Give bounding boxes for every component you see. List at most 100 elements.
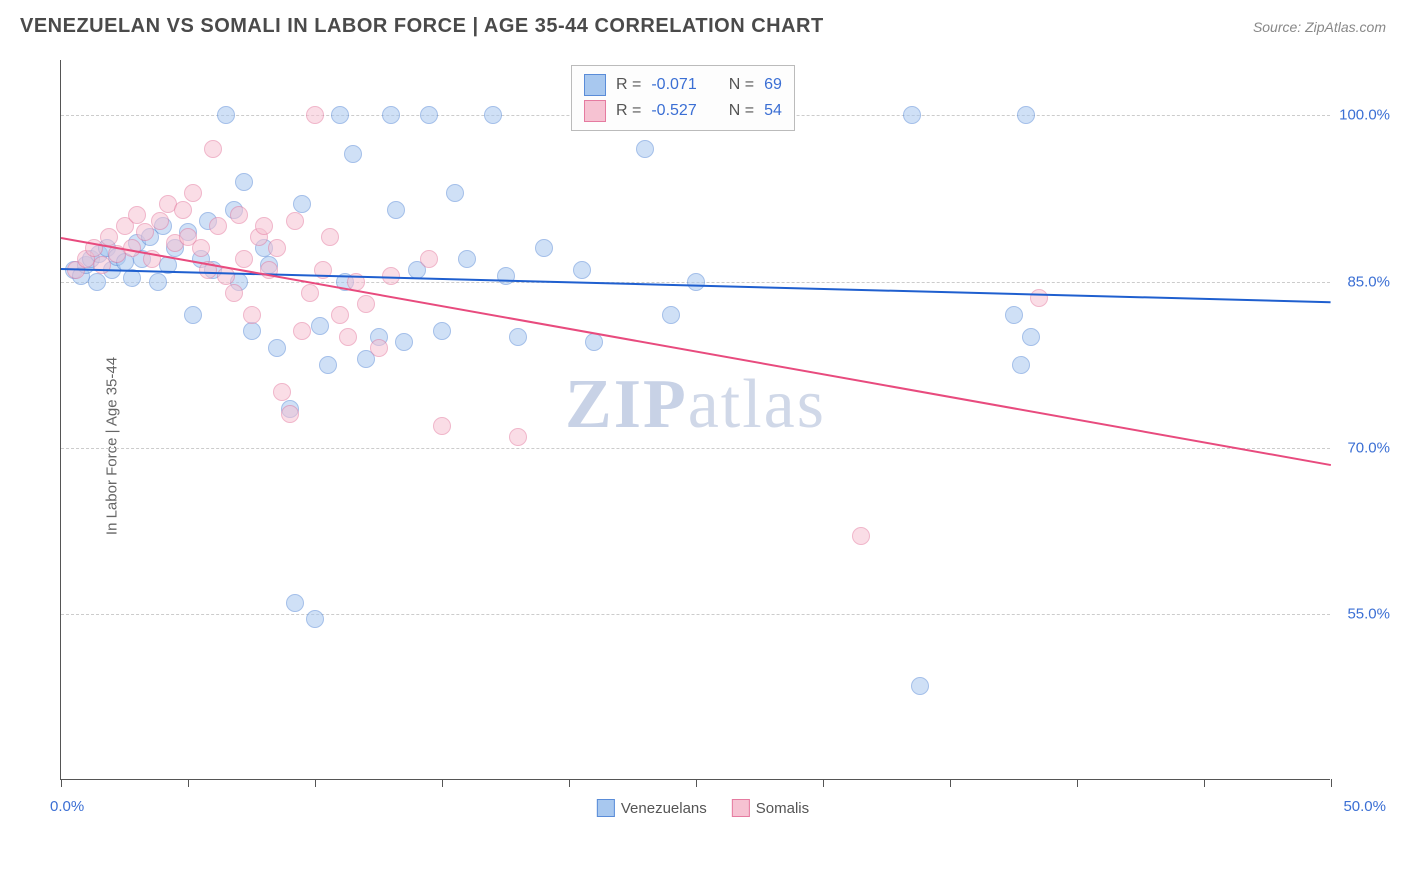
data-point [235,250,253,268]
data-point [319,356,337,374]
stats-box: R = -0.071 N = 69 R = -0.527 N = 54 [571,65,795,131]
data-point [662,306,680,324]
data-point [636,140,654,158]
data-point [174,201,192,219]
data-point [420,250,438,268]
legend-label: Venezuelans [621,800,707,817]
x-tick [696,779,697,787]
chart-title: VENEZUELAN VS SOMALI IN LABOR FORCE | AG… [20,15,824,38]
gridline-h [61,614,1330,615]
data-point [136,223,154,241]
data-point [204,140,222,158]
data-point [331,106,349,124]
data-point [286,212,304,230]
x-tick [1204,779,1205,787]
data-point [293,322,311,340]
data-point [286,594,304,612]
legend-item: Venezuelans [597,799,707,817]
data-point [321,228,339,246]
data-point [255,217,273,235]
data-point [339,328,357,346]
x-tick [823,779,824,787]
plot-area: ZIPatlas 55.0%70.0%85.0%100.0%R =-0.071N… [60,60,1330,780]
data-point [370,339,388,357]
data-point [585,333,603,351]
legend: Venezuelans Somalis [597,799,809,817]
r-label: R = [616,102,641,120]
y-tick-label: 100.0% [1339,107,1390,124]
data-point [192,239,210,257]
data-point [433,417,451,435]
data-point [903,106,921,124]
r-value: -0.071 [651,76,696,94]
x-tick [950,779,951,787]
data-point [509,328,527,346]
data-point [395,333,413,351]
n-value: 54 [764,102,782,120]
data-point [184,306,202,324]
x-tick [1331,779,1332,787]
data-point [306,610,324,628]
x-tick [315,779,316,787]
data-point [306,106,324,124]
data-point [458,250,476,268]
r-label: R = [616,76,641,94]
legend-label: Somalis [756,800,809,817]
data-point [497,267,515,285]
chart-container: VENEZUELAN VS SOMALI IN LABOR FORCE | AG… [15,15,1391,877]
data-point [217,106,235,124]
data-point [433,322,451,340]
data-point [128,206,146,224]
data-point [382,106,400,124]
r-value: -0.527 [651,102,696,120]
data-point [1012,356,1030,374]
data-point [535,239,553,257]
data-point [344,145,362,163]
gridline-h [61,448,1330,449]
x-tick [1077,779,1078,787]
data-point [243,306,261,324]
data-point [311,317,329,335]
y-tick-label: 55.0% [1347,605,1390,622]
data-point [1017,106,1035,124]
data-point [301,284,319,302]
data-point [1005,306,1023,324]
source-label: Source: ZipAtlas.com [1253,19,1386,35]
legend-swatch [732,799,750,817]
data-point [687,273,705,291]
data-point [268,239,286,257]
n-label: N = [729,102,754,120]
series-swatch [584,100,606,122]
y-tick-label: 85.0% [1347,273,1390,290]
x-tick [188,779,189,787]
data-point [387,201,405,219]
n-label: N = [729,76,754,94]
series-swatch [584,74,606,96]
n-value: 69 [764,76,782,94]
x-tick [442,779,443,787]
title-row: VENEZUELAN VS SOMALI IN LABOR FORCE | AG… [15,15,1391,46]
watermark: ZIPatlas [565,365,826,445]
data-point [243,322,261,340]
data-point [446,184,464,202]
data-point [911,677,929,695]
data-point [852,527,870,545]
legend-swatch [597,799,615,817]
x-axis-min-label: 0.0% [50,798,84,815]
data-point [509,428,527,446]
data-point [149,273,167,291]
data-point [293,195,311,213]
data-point [484,106,502,124]
data-point [1030,289,1048,307]
data-point [357,295,375,313]
y-tick-label: 70.0% [1347,439,1390,456]
stats-row: R = -0.527 N = 54 [584,98,782,124]
data-point [209,217,227,235]
data-point [281,405,299,423]
data-point [420,106,438,124]
data-point [273,383,291,401]
data-point [88,273,106,291]
data-point [1022,328,1040,346]
data-point [331,306,349,324]
x-axis-max-label: 50.0% [1343,798,1386,815]
